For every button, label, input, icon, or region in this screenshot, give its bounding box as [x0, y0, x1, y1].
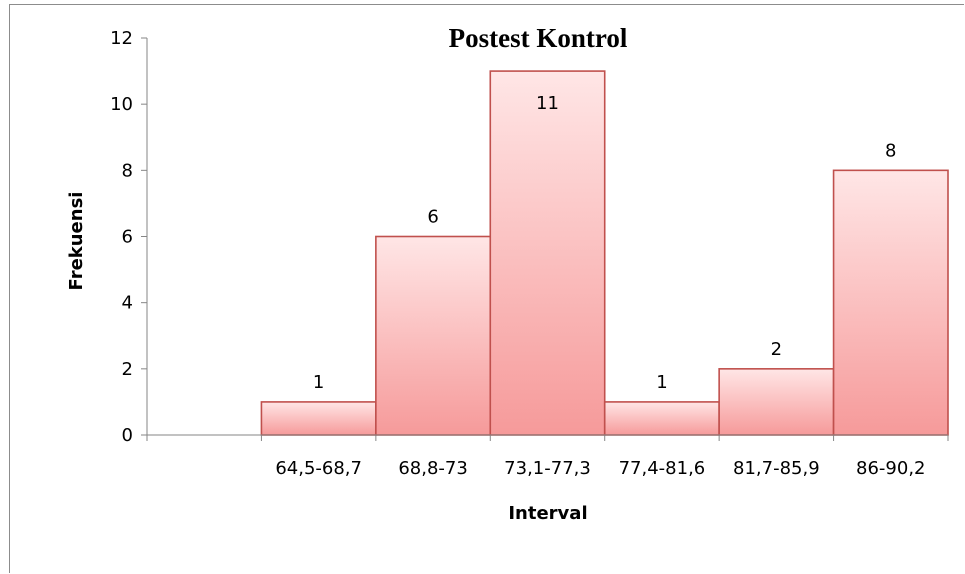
- y-tick-label: 12: [110, 28, 133, 49]
- y-tick-label: 8: [122, 160, 133, 181]
- y-tick-label: 2: [122, 359, 133, 380]
- bars-group: [260, 70, 949, 436]
- data-label-3: 11: [536, 93, 559, 114]
- bar-4: [603, 401, 720, 436]
- y-tick-label: 0: [122, 425, 133, 446]
- x-tick-label: 64,5-68,7: [275, 458, 362, 479]
- x-tick-label: 86-90,2: [856, 458, 925, 479]
- axes-group: [141, 37, 949, 441]
- x-tick-label: 81,7-85,9: [733, 458, 820, 479]
- bar-6: [832, 169, 949, 436]
- data-label-4: 1: [656, 372, 667, 393]
- bar-1: [260, 401, 377, 436]
- bar-2: [375, 235, 492, 436]
- data-label-1: 1: [313, 372, 324, 393]
- histogram-chart: Postest Kontrol Frekuensi Interval 16111…: [66, 23, 949, 524]
- y-tick-label: 6: [122, 227, 133, 248]
- data-label-5: 2: [771, 339, 782, 360]
- bar-3: [489, 70, 606, 436]
- chart-title: Postest Kontrol: [449, 23, 628, 53]
- chart-frame: Postest Kontrol Frekuensi Interval 1 6 11 1…: [9, 4, 964, 573]
- x-tick-label: 77,4-81,6: [619, 458, 706, 479]
- x-axis-label: Interval: [508, 503, 587, 524]
- y-tick-label: 10: [110, 94, 133, 115]
- x-tick-label: 73,1-77,3: [504, 458, 591, 479]
- data-label-2: 6: [427, 207, 438, 228]
- bar-5: [718, 368, 835, 436]
- y-tick-label: 4: [122, 293, 133, 314]
- data-label-6: 8: [885, 140, 896, 161]
- y-axis-label: Frekuensi: [66, 192, 87, 291]
- x-tick-label: 68,8-73: [398, 458, 467, 479]
